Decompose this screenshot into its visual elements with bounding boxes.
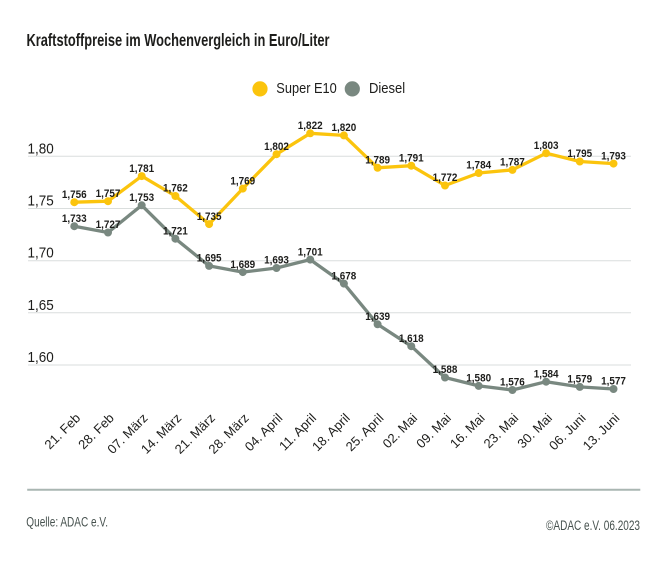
svg-text:1,701: 1,701	[298, 246, 323, 258]
svg-text:Kraftstoffpreise im Wochenverg: Kraftstoffpreise im Wochenvergleich in E…	[27, 30, 330, 50]
svg-text:1,735: 1,735	[197, 211, 222, 223]
svg-text:1,781: 1,781	[129, 163, 154, 175]
svg-text:1,769: 1,769	[230, 175, 255, 187]
svg-text:1,689: 1,689	[230, 259, 255, 271]
svg-text:1,584: 1,584	[534, 368, 560, 380]
svg-text:Diesel: Diesel	[369, 80, 405, 97]
svg-text:1,576: 1,576	[500, 377, 525, 389]
svg-text:1,753: 1,753	[129, 192, 154, 204]
svg-text:1,756: 1,756	[62, 189, 87, 201]
svg-text:Quelle: ADAC e.V.: Quelle: ADAC e.V.	[26, 515, 108, 530]
svg-text:1,65: 1,65	[28, 297, 54, 314]
svg-text:1,802: 1,802	[264, 141, 289, 153]
svg-text:1,757: 1,757	[96, 188, 121, 200]
svg-text:1,772: 1,772	[433, 172, 458, 184]
svg-text:1,727: 1,727	[96, 219, 121, 231]
svg-text:©ADAC e.V. 06.2023: ©ADAC e.V. 06.2023	[546, 518, 640, 533]
svg-text:1,721: 1,721	[163, 225, 188, 237]
svg-text:1,789: 1,789	[365, 155, 390, 167]
svg-text:1,577: 1,577	[601, 376, 626, 388]
svg-text:1,588: 1,588	[433, 364, 458, 376]
svg-text:1,60: 1,60	[28, 349, 54, 366]
svg-text:1,639: 1,639	[365, 311, 390, 323]
svg-text:1,678: 1,678	[332, 270, 357, 282]
svg-text:1,793: 1,793	[601, 150, 626, 162]
svg-text:1,733: 1,733	[62, 213, 87, 225]
svg-text:1,803: 1,803	[534, 140, 559, 152]
svg-text:1,75: 1,75	[28, 193, 54, 210]
svg-text:1,693: 1,693	[264, 255, 289, 267]
svg-text:1,80: 1,80	[28, 140, 54, 157]
svg-text:1,784: 1,784	[466, 160, 492, 172]
svg-text:1,695: 1,695	[197, 253, 222, 265]
svg-text:1,820: 1,820	[332, 122, 357, 134]
svg-text:1,579: 1,579	[567, 374, 592, 386]
svg-text:Super E10: Super E10	[276, 80, 337, 97]
svg-text:1,762: 1,762	[163, 183, 188, 195]
svg-text:1,580: 1,580	[466, 373, 491, 385]
svg-text:1,618: 1,618	[399, 333, 424, 345]
svg-text:1,795: 1,795	[567, 148, 592, 160]
svg-text:1,791: 1,791	[399, 152, 424, 164]
svg-text:1,787: 1,787	[500, 157, 525, 169]
svg-text:1,822: 1,822	[298, 120, 323, 132]
svg-text:1,70: 1,70	[28, 245, 54, 262]
